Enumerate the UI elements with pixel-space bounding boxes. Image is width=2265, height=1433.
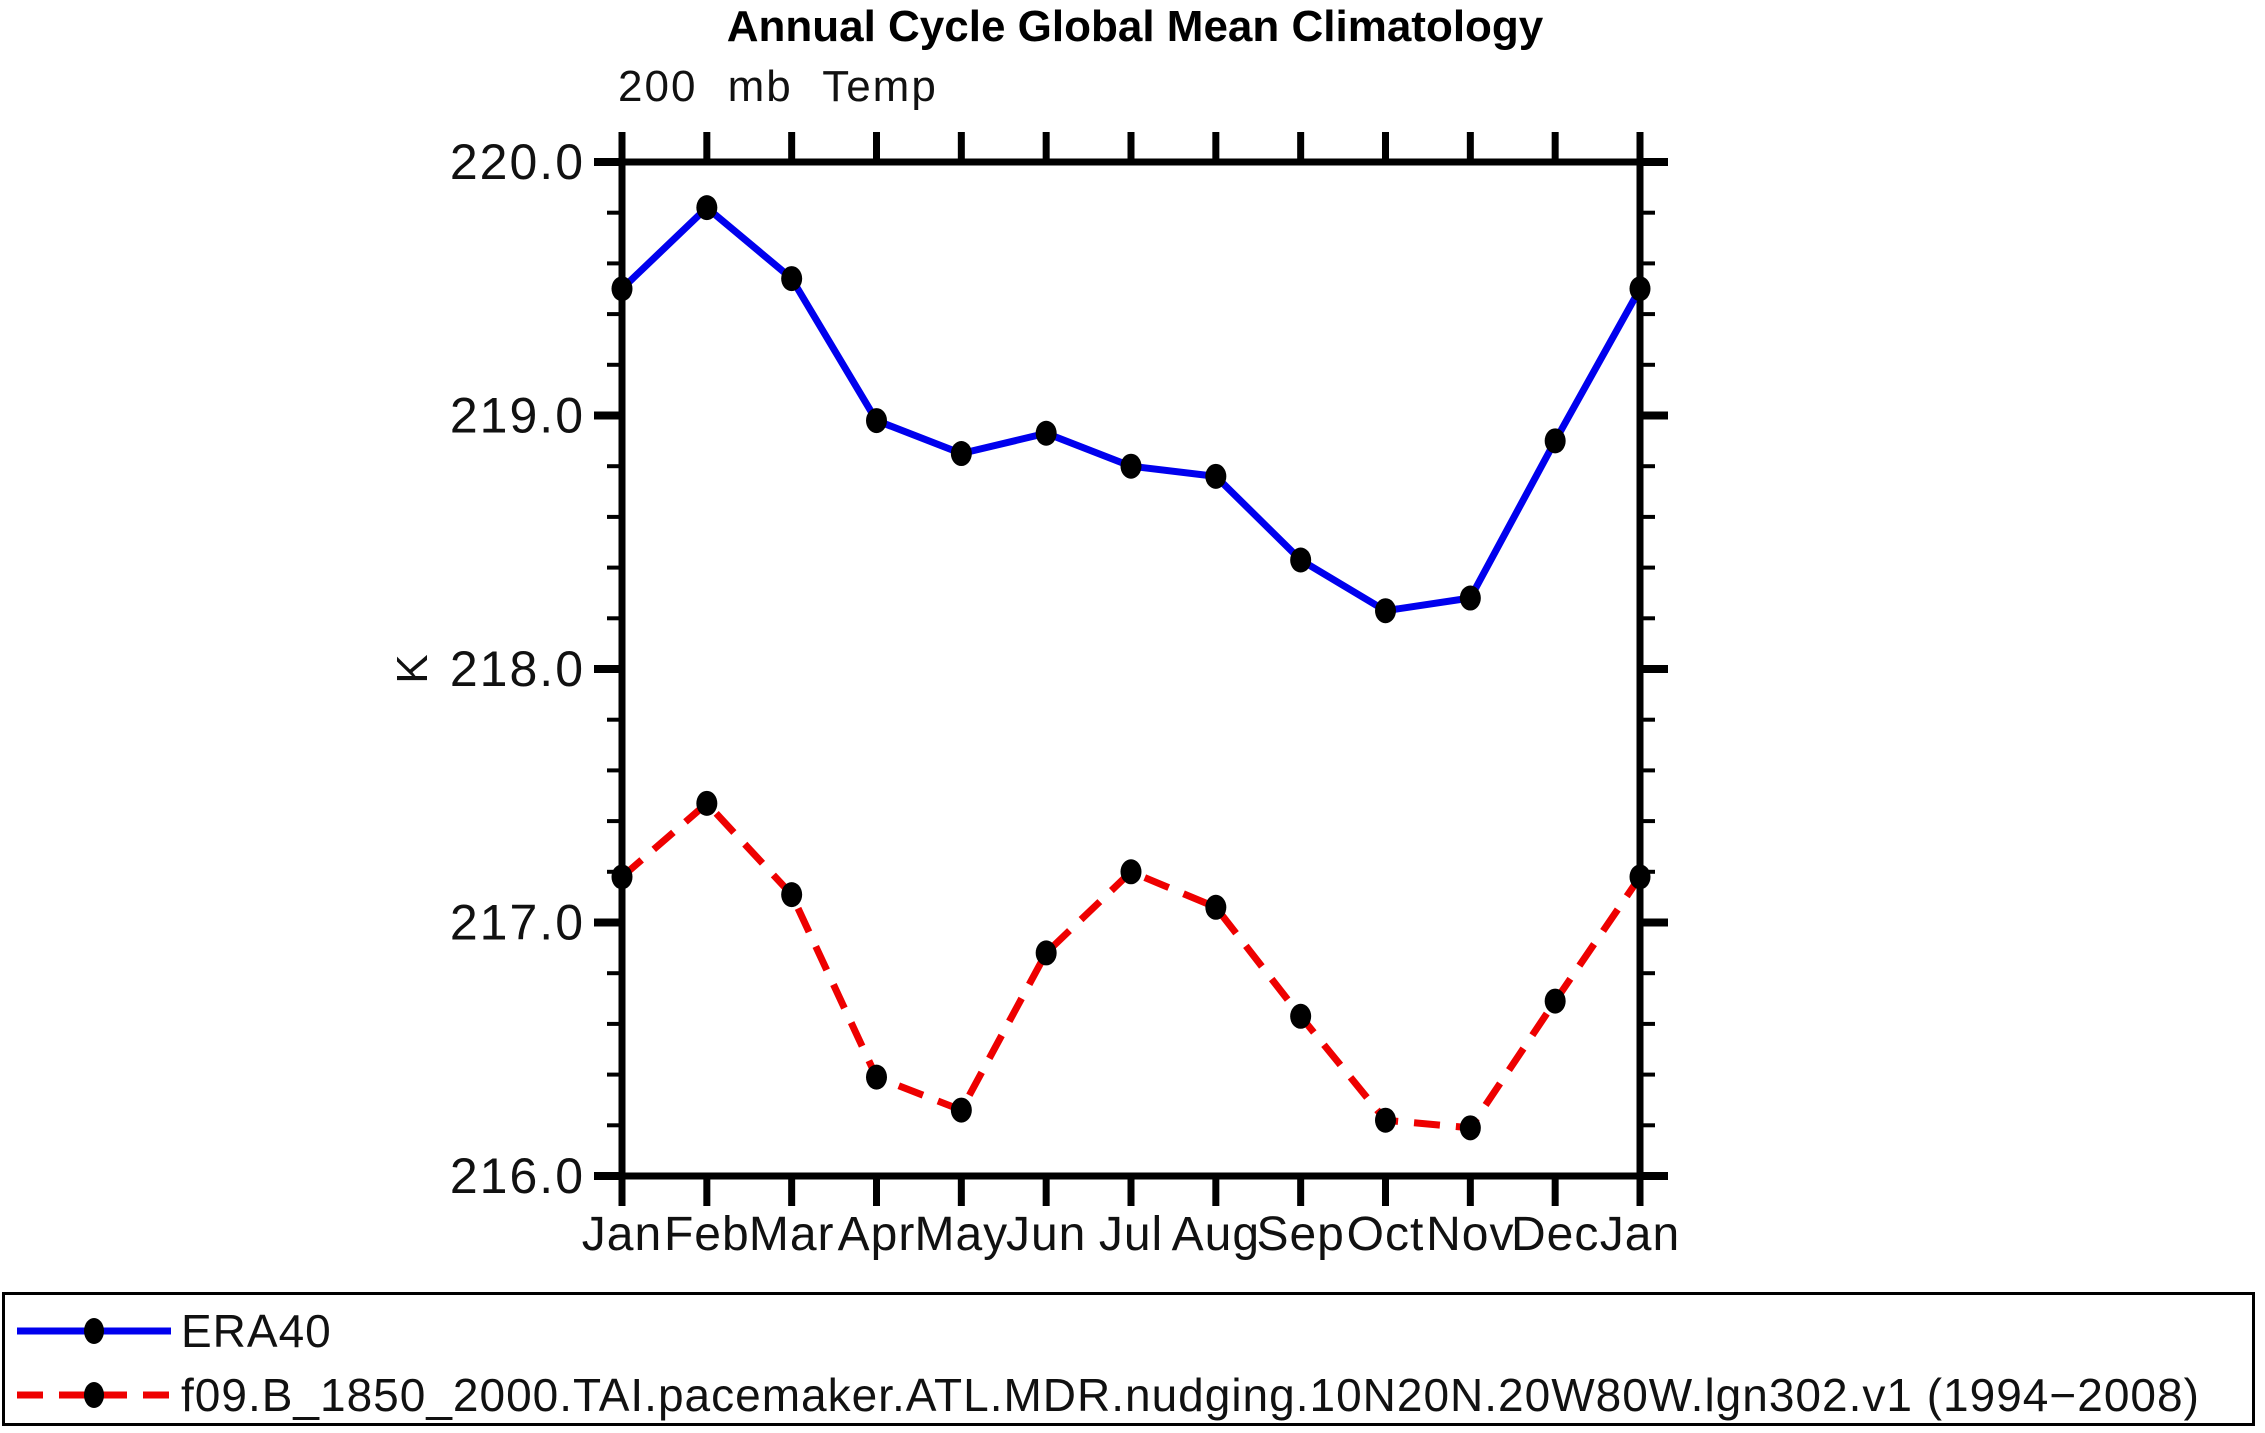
legend-item-era40: ERA40 xyxy=(11,1305,332,1357)
data-point-marker xyxy=(1375,1107,1396,1133)
data-point-marker xyxy=(1544,988,1566,1014)
x-tick-label: Apr xyxy=(838,1208,916,1261)
data-point-marker xyxy=(950,441,972,467)
data-point-marker xyxy=(1120,453,1142,479)
data-point-marker xyxy=(611,276,633,302)
y-tick-label: 218.0 xyxy=(450,641,585,697)
data-point-marker xyxy=(781,882,803,908)
y-tick-label: 219.0 xyxy=(450,388,585,444)
legend-item-model-run: f09.B_1850_2000.TAI.pacemaker.ATL.MDR.nu… xyxy=(11,1369,2200,1421)
data-point-marker xyxy=(1120,859,1142,885)
data-point-marker xyxy=(696,195,718,221)
data-point-marker xyxy=(1375,598,1396,624)
chart-title: Annual Cycle Global Mean Climatology xyxy=(726,2,1544,51)
y-tick-label: 217.0 xyxy=(450,895,585,951)
data-point-marker xyxy=(1629,276,1651,302)
chart-subtitle: 200 mb Temp xyxy=(618,62,938,111)
x-tick-label: Dec xyxy=(1511,1208,1599,1261)
x-tick-label: Jun xyxy=(1006,1208,1086,1261)
legend-label-era40: ERA40 xyxy=(181,1305,332,1357)
data-point-marker xyxy=(1544,428,1566,454)
data-point-marker xyxy=(1459,585,1481,611)
data-point-marker xyxy=(1629,864,1651,890)
axis-frame xyxy=(618,158,1644,1180)
data-point-marker xyxy=(950,1097,972,1123)
x-tick-label: Jul xyxy=(1099,1208,1163,1261)
data-point-marker xyxy=(1290,1003,1312,1029)
legend-line-sample-dashed xyxy=(17,1382,171,1408)
data-point-marker xyxy=(1290,547,1312,573)
data-point-marker xyxy=(1035,420,1057,446)
y-tick-label: 216.0 xyxy=(450,1148,585,1204)
data-point-marker xyxy=(696,790,718,816)
x-tick-label: Jan xyxy=(1600,1208,1680,1261)
x-tick-label: Nov xyxy=(1426,1208,1514,1261)
x-tick-label: Jan xyxy=(582,1208,662,1261)
x-tick-label: Feb xyxy=(664,1208,750,1261)
data-point-marker xyxy=(1205,894,1227,920)
y-tick-label: 220.0 xyxy=(450,134,585,190)
legend-box: ERA40 f09.B_1850_2000.TAI.pacemaker.ATL.… xyxy=(2,1292,2255,1426)
x-tick-label: May xyxy=(914,1208,1008,1261)
data-point-marker xyxy=(1205,463,1227,489)
x-tick-label: Sep xyxy=(1256,1208,1344,1261)
data-point-marker xyxy=(1459,1115,1481,1141)
data-point-marker xyxy=(611,864,633,890)
x-tick-label: Mar xyxy=(749,1208,835,1261)
legend-label-model-run: f09.B_1850_2000.TAI.pacemaker.ATL.MDR.nu… xyxy=(181,1369,2200,1421)
series-line-f09.B_1850 xyxy=(619,799,1643,1132)
x-tick-label: Aug xyxy=(1172,1208,1260,1261)
legend-line-sample-solid xyxy=(17,1318,171,1344)
data-point-marker xyxy=(866,1064,887,1090)
x-tick-label: Oct xyxy=(1347,1208,1425,1261)
data-point-marker xyxy=(866,408,887,434)
series-line-ERA40 xyxy=(619,204,1644,615)
data-point-marker xyxy=(781,266,803,292)
data-point-marker xyxy=(1035,940,1057,966)
